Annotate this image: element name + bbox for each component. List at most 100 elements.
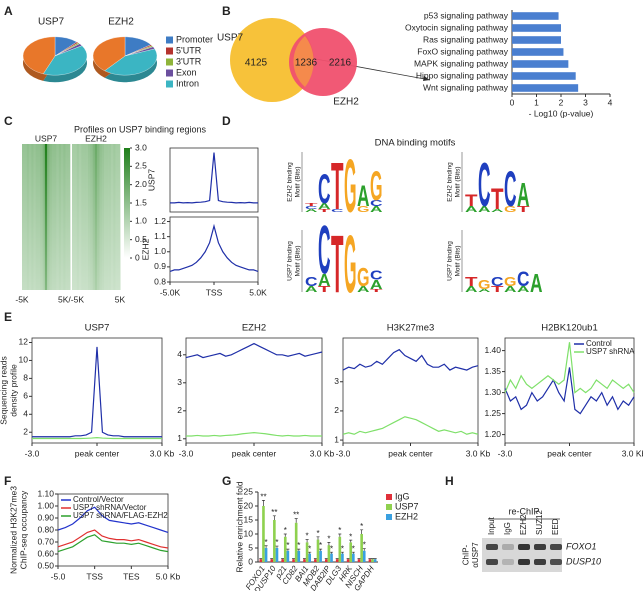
gel-band xyxy=(486,544,498,550)
bar xyxy=(360,534,363,562)
pie-slice xyxy=(104,48,158,76)
legend-label: USP7 shRNA/FLAG-EZH2 xyxy=(73,511,168,520)
logo-letter: G xyxy=(357,264,370,292)
error-bar xyxy=(340,551,344,554)
y-tick-label: 0.9 xyxy=(154,261,166,271)
legend-swatch xyxy=(166,58,173,66)
error-bar xyxy=(286,548,290,551)
venn-set xyxy=(230,18,314,102)
colorbar xyxy=(124,148,130,258)
venn-value: 1236 xyxy=(295,58,318,69)
logo-letter: A xyxy=(370,277,383,292)
bar xyxy=(297,550,301,562)
series-line xyxy=(57,529,169,549)
y-tick-label: 5 xyxy=(248,542,253,552)
error-bar xyxy=(308,551,312,554)
y-tick-label: Hippo signaling pathway xyxy=(416,70,509,80)
significance: * xyxy=(341,544,344,553)
bar xyxy=(362,550,366,562)
logo-letter: A xyxy=(478,204,491,214)
row-label: DUSP10 xyxy=(566,556,601,566)
logo-letter: C xyxy=(305,205,318,210)
x-tick-label: peak center xyxy=(388,448,433,458)
logo-letter: A xyxy=(370,204,383,214)
colorbar-label: 2.0 xyxy=(135,179,147,189)
logo-letter: C xyxy=(305,274,318,289)
logo-letter: T xyxy=(517,204,530,214)
bar xyxy=(292,559,295,562)
significance: * xyxy=(360,522,363,531)
legend-label: Exon xyxy=(176,67,197,77)
colorbar-label: 0 xyxy=(135,252,140,262)
logo-letter: T xyxy=(491,184,504,216)
error-bar xyxy=(335,558,339,560)
logo-letter: G xyxy=(370,162,383,209)
x-tick-label: 2 xyxy=(559,97,564,107)
bar xyxy=(512,48,564,56)
series-line xyxy=(57,506,169,533)
y-tick-label: 3 xyxy=(177,377,182,387)
legend-swatch xyxy=(166,36,173,44)
significance: * xyxy=(349,532,352,541)
x-tick-label: -3.0 xyxy=(336,448,351,458)
bar xyxy=(259,559,263,562)
bar xyxy=(335,559,339,562)
y-tick-label: 0.70 xyxy=(37,536,54,546)
series-line xyxy=(32,437,162,440)
y-tick-label: 10 xyxy=(19,355,29,365)
y-tick-label: 1.25 xyxy=(484,408,501,418)
y-tick-label: FoxO signaling pathway xyxy=(417,46,508,56)
plot-frame xyxy=(185,337,323,444)
panel-letter: A xyxy=(4,4,13,18)
y-tick-label: 25 xyxy=(244,486,254,496)
logo-letter: A xyxy=(530,270,543,298)
error-bar xyxy=(371,558,375,560)
legend-swatch xyxy=(386,514,392,520)
logo-letter: C xyxy=(370,198,383,208)
column-label: EZH2 xyxy=(85,133,107,143)
logo-letter: A xyxy=(491,208,504,213)
x-tick-label: peak center xyxy=(75,448,120,458)
y-tick-label: 1 xyxy=(177,433,182,443)
y-tick-label: 0 xyxy=(248,556,253,566)
axis-label: USP7 binding xyxy=(287,241,294,281)
y-tick-label: 1.20 xyxy=(484,429,501,439)
legend-label: Promoter xyxy=(176,34,213,44)
axis-label: USP7 binding xyxy=(447,241,454,281)
bar xyxy=(286,550,290,562)
bar xyxy=(319,550,322,562)
logo-letter: A xyxy=(465,204,478,214)
significance: ** xyxy=(271,508,277,517)
x-tick-label: peak center xyxy=(232,448,277,458)
y-tick-label: 1.10 xyxy=(37,488,54,498)
venn-label: USP7 xyxy=(217,33,244,44)
gel-band xyxy=(502,559,514,565)
gel xyxy=(482,538,562,572)
significance: * xyxy=(319,541,322,550)
bar xyxy=(512,24,561,32)
y-tick-label: 12 xyxy=(19,337,29,347)
axis-label: ChIP-seq occupancy xyxy=(18,490,28,569)
bar xyxy=(512,12,559,20)
error-bar xyxy=(294,518,298,523)
x-tick-label: -5.0K xyxy=(160,287,181,297)
error-bar xyxy=(349,539,353,543)
bar xyxy=(327,545,331,562)
error-bar xyxy=(261,500,265,506)
y-tick-label: 4 xyxy=(177,349,182,359)
bar xyxy=(270,559,274,562)
logo-letter: T xyxy=(305,202,320,207)
logo-letter: G xyxy=(504,274,517,289)
axis-label: density profile xyxy=(8,364,18,417)
venn-overlap xyxy=(293,36,314,87)
logo-letter: A xyxy=(504,284,517,294)
error-bar xyxy=(338,533,342,537)
axis-label: Sequencing reads xyxy=(0,356,8,425)
x-tick-label: 5.0K xyxy=(249,287,267,297)
axis-label: EZH2 binding xyxy=(287,162,294,202)
bar xyxy=(264,548,268,562)
x-tick-label: -3.0 xyxy=(498,448,513,458)
error-bar xyxy=(324,558,328,560)
series-line xyxy=(186,432,322,437)
pie-slice xyxy=(92,36,126,71)
